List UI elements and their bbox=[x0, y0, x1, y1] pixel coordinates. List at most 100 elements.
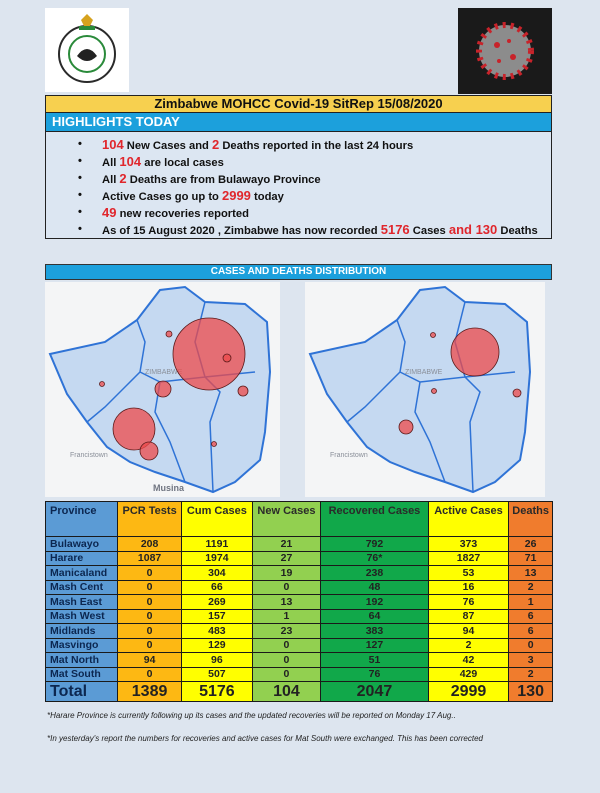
table-row: Mash East 0 269 13 192 76 1 bbox=[44, 594, 553, 610]
table-cell: 2 bbox=[427, 637, 510, 653]
highlight-text: Deaths bbox=[497, 225, 538, 237]
table-cell: 1191 bbox=[181, 536, 253, 552]
highlight-item: All 104 are local cases bbox=[60, 153, 551, 170]
table-cell: 76 bbox=[427, 594, 510, 610]
table-row: Masvingo 0 129 0 127 2 0 bbox=[44, 637, 553, 653]
table-cell: 483 bbox=[181, 623, 253, 639]
total-row: Total 1389 5176 104 2047 2999 130 bbox=[44, 681, 553, 702]
column-header: Cum Cases bbox=[181, 501, 253, 537]
table-cell: 238 bbox=[320, 565, 429, 581]
harare-deaths-bubble bbox=[450, 327, 500, 377]
mat-north-bubble bbox=[99, 381, 105, 387]
table-cell: 127 bbox=[320, 637, 429, 653]
table-cell: 1974 bbox=[181, 550, 253, 566]
ministry-logo bbox=[45, 8, 129, 92]
highlight-number: 104 bbox=[102, 137, 124, 152]
table-cell: 1 bbox=[508, 594, 553, 610]
table-cell: 0 bbox=[117, 666, 183, 682]
map2-label-country: ZIMBABWE bbox=[405, 369, 443, 376]
table-cell: 27 bbox=[251, 550, 322, 566]
table-cell: 6 bbox=[508, 608, 553, 624]
table-cell: 19 bbox=[251, 565, 322, 581]
table-cell: 1 bbox=[251, 608, 322, 624]
table-cell: 21 bbox=[251, 536, 322, 552]
table-cell: 71 bbox=[508, 550, 553, 566]
table-cell: 42 bbox=[427, 652, 510, 668]
province-name: Harare bbox=[44, 550, 119, 566]
province-name: Mat North bbox=[44, 652, 119, 668]
table-cell: 5176 bbox=[181, 681, 253, 702]
table-cell: 94 bbox=[117, 652, 183, 668]
highlight-item: Active Cases go up to 2999 today bbox=[60, 187, 551, 204]
table-cell: 76 bbox=[320, 666, 429, 682]
highlight-text: Deaths are from Bulawayo Province bbox=[126, 174, 321, 186]
table-cell: 130 bbox=[508, 681, 553, 702]
highlight-text: All bbox=[102, 157, 120, 169]
table-cell: 13 bbox=[508, 565, 553, 581]
province-name: Total bbox=[44, 681, 119, 702]
highlight-item: As of 15 August 2020 , Zimbabwe has now … bbox=[60, 221, 551, 238]
highlight-number: 5176 bbox=[380, 222, 410, 237]
highlight-number: 2 bbox=[119, 171, 127, 186]
province-name: Bulawayo bbox=[44, 536, 119, 552]
table-cell: 6 bbox=[508, 623, 553, 639]
table-cell: 0 bbox=[117, 594, 183, 610]
table-row: Mat South 0 507 0 76 429 2 bbox=[44, 666, 553, 682]
highlight-text: Active Cases go up to bbox=[102, 191, 222, 203]
table-cell: 0 bbox=[251, 637, 322, 653]
table-cell: 192 bbox=[320, 594, 429, 610]
table-cell: 1827 bbox=[427, 550, 510, 566]
manicaland-deaths-bubble bbox=[512, 388, 522, 398]
table-cell: 94 bbox=[427, 623, 510, 639]
table-row: Bulawayo 208 1191 21 792 373 26 bbox=[44, 536, 553, 552]
table-cell: 16 bbox=[427, 579, 510, 595]
table-row: Mash Cent 0 66 0 48 16 2 bbox=[44, 579, 553, 595]
cases-map: ZIMBABWE Francistown Musina bbox=[45, 282, 280, 497]
table-cell: 129 bbox=[181, 637, 253, 653]
table-cell: 507 bbox=[181, 666, 253, 682]
coat-of-arms-icon bbox=[58, 14, 116, 83]
table-cell: 792 bbox=[320, 536, 429, 552]
province-table: Province PCR Tests Cum Cases New Cases Recov… bbox=[44, 501, 553, 702]
highlight-item: 104 New Cases and 2 Deaths reported in t… bbox=[60, 136, 551, 153]
table-cell: 76* bbox=[320, 550, 429, 566]
table-cell: 0 bbox=[508, 637, 553, 653]
highlight-text: New Cases and bbox=[123, 140, 212, 152]
column-header: PCR Tests bbox=[117, 501, 183, 537]
footnote-harare: *Harare Province is currently following … bbox=[47, 711, 456, 720]
table-cell: 13 bbox=[251, 594, 322, 610]
table-cell: 2047 bbox=[320, 681, 429, 702]
table-cell: 2 bbox=[508, 579, 553, 595]
table-cell: 87 bbox=[427, 608, 510, 624]
table-cell: 383 bbox=[320, 623, 429, 639]
footnote-mat-south: *In yesterday's report the numbers for r… bbox=[47, 734, 483, 743]
province-name: Mash East bbox=[44, 594, 119, 610]
province-name: Midlands bbox=[44, 623, 119, 639]
table-cell: 48 bbox=[320, 579, 429, 595]
table-cell: 373 bbox=[427, 536, 510, 552]
table-row: Midlands 0 483 23 383 94 6 bbox=[44, 623, 553, 639]
table-cell: 0 bbox=[251, 652, 322, 668]
distribution-heading: CASES AND DEATHS DISTRIBUTION bbox=[45, 264, 552, 280]
highlights-heading: HIGHLIGHTS TODAY bbox=[45, 113, 552, 131]
column-header: Deaths bbox=[508, 501, 553, 537]
highlight-number: and 130 bbox=[448, 222, 498, 237]
table-cell: 0 bbox=[251, 666, 322, 682]
table-cell: 269 bbox=[181, 594, 253, 610]
table-cell: 66 bbox=[181, 579, 253, 595]
coronavirus-image bbox=[458, 8, 552, 94]
province-name: Mash Cent bbox=[44, 579, 119, 595]
table-cell: 53 bbox=[427, 565, 510, 581]
harare-bubble bbox=[172, 317, 246, 391]
province-name: Manicaland bbox=[44, 565, 119, 581]
table-cell: 2999 bbox=[427, 681, 510, 702]
table-cell: 0 bbox=[117, 565, 183, 581]
highlight-text: Cases bbox=[409, 225, 449, 237]
table-cell: 23 bbox=[251, 623, 322, 639]
table-cell: 429 bbox=[427, 666, 510, 682]
column-header: Active Cases bbox=[427, 501, 510, 537]
table-cell: 3 bbox=[508, 652, 553, 668]
table-row: Mat North 94 96 0 51 42 3 bbox=[44, 652, 553, 668]
table-cell: 157 bbox=[181, 608, 253, 624]
bulawayo-bubble bbox=[112, 407, 156, 451]
